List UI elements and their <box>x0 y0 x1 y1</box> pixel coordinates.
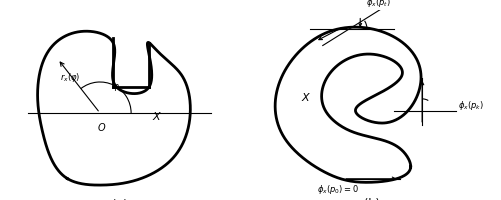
Text: $\varphi$: $\varphi$ <box>112 82 120 93</box>
Text: $\phi_x(p_t)$: $\phi_x(p_t)$ <box>365 0 390 9</box>
Text: $O$: $O$ <box>97 121 106 133</box>
Text: $r_x(\varphi)$: $r_x(\varphi)$ <box>60 71 81 84</box>
Text: $X$: $X$ <box>152 110 162 122</box>
Text: (a): (a) <box>112 198 127 200</box>
Text: $\phi_x(p_k)$: $\phi_x(p_k)$ <box>457 99 483 112</box>
Text: $X$: $X$ <box>301 91 311 103</box>
Text: $\phi_x(p_0)=0$: $\phi_x(p_0)=0$ <box>316 183 358 196</box>
Text: (b): (b) <box>363 198 379 200</box>
